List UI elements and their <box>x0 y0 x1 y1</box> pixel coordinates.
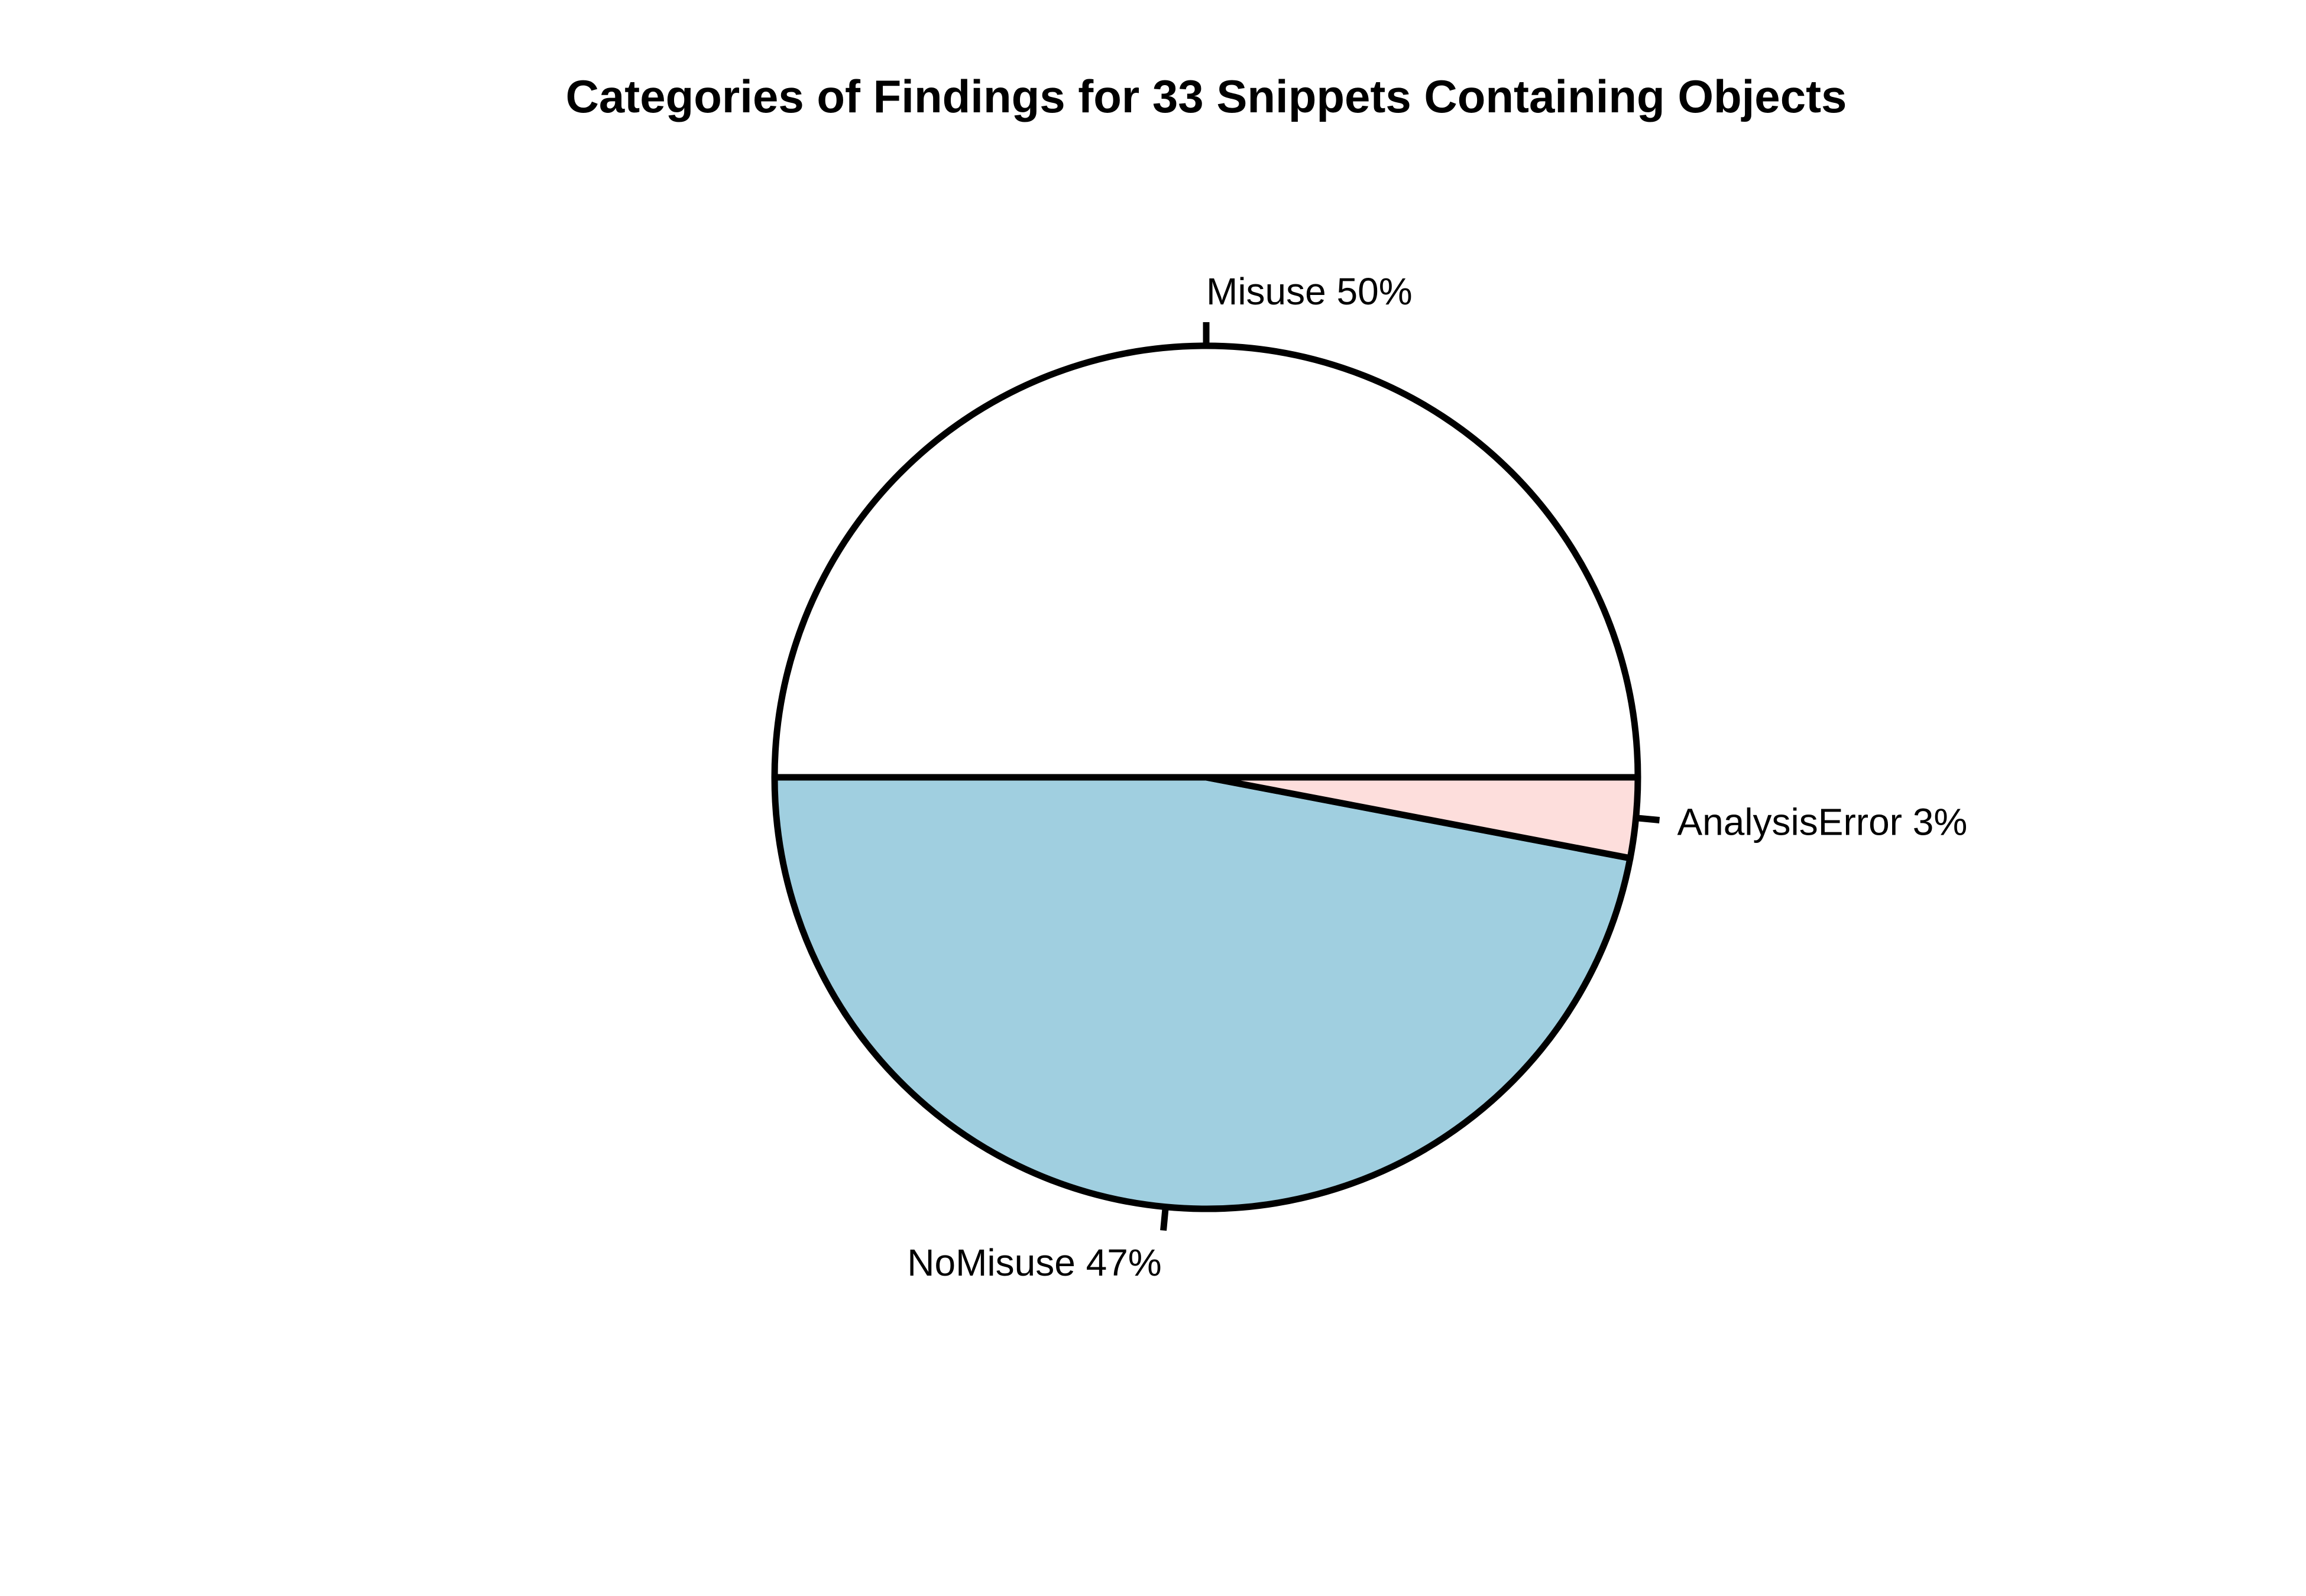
pie-slice-nomisuse <box>771 774 1634 1212</box>
pie-label-ticks <box>1160 322 1660 1231</box>
pie-slices <box>771 342 1641 1212</box>
chart-title: Categories of Findings for 33 Snippets C… <box>566 70 1847 122</box>
tick-nomisuse <box>1160 1206 1169 1231</box>
tick-analysiserror <box>1635 815 1660 823</box>
label-misuse: Misuse 50% <box>1206 270 1413 313</box>
pie-slice-misuse <box>771 342 1641 781</box>
label-nomisuse: NoMisuse 47% <box>907 1241 1161 1284</box>
pie-slice-analysiserror <box>1203 774 1641 862</box>
label-analysiserror: AnalysisError 3% <box>1677 800 1967 843</box>
pie-slice-labels: Misuse 50% NoMisuse 47% AnalysisError 3% <box>907 270 1967 1284</box>
